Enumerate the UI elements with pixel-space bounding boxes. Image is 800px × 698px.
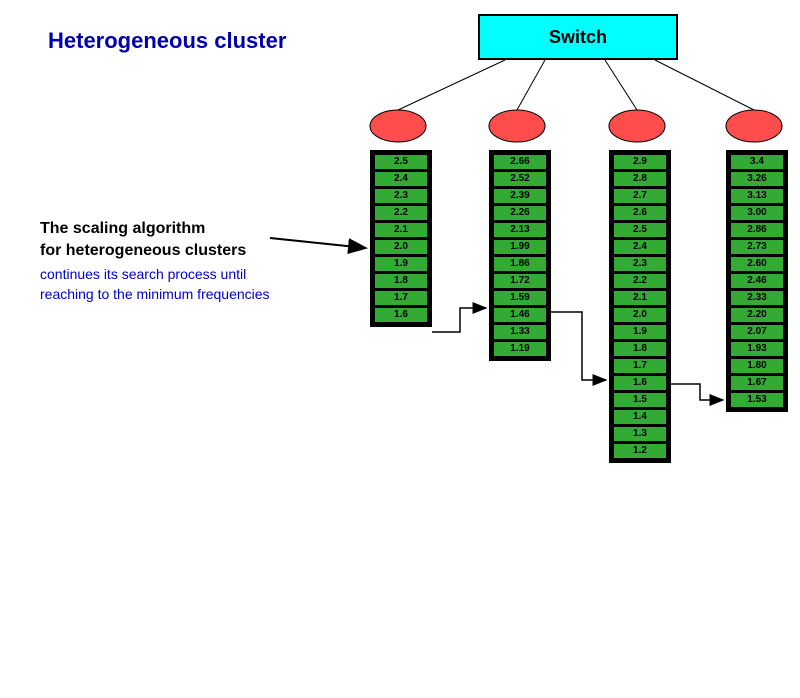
freq-cell: 1.7 — [374, 290, 428, 306]
freq-cell: 1.53 — [730, 392, 784, 408]
freq-cell: 2.5 — [374, 154, 428, 170]
freq-cell: 2.4 — [374, 171, 428, 187]
freq-cell: 1.59 — [493, 290, 547, 306]
freq-cell: 2.0 — [613, 307, 667, 323]
freq-cell: 2.1 — [613, 290, 667, 306]
freq-cell: 1.6 — [613, 375, 667, 391]
desc-line-4: reaching to the minimum frequencies — [40, 286, 270, 302]
freq-cell: 3.13 — [730, 188, 784, 204]
node-ellipse — [726, 110, 782, 142]
freq-cell: 2.73 — [730, 239, 784, 255]
freq-cell: 1.5 — [613, 392, 667, 408]
freq-cell: 2.07 — [730, 324, 784, 340]
freq-cell: 2.6 — [613, 205, 667, 221]
freq-stack-2: 2.92.82.72.62.52.42.32.22.12.01.91.81.71… — [609, 150, 671, 463]
freq-cell: 2.86 — [730, 222, 784, 238]
freq-cell: 1.86 — [493, 256, 547, 272]
switch-box: Switch — [478, 14, 678, 60]
freq-cell: 2.1 — [374, 222, 428, 238]
node-ellipse — [370, 110, 426, 142]
freq-cell: 2.26 — [493, 205, 547, 221]
freq-cell: 3.4 — [730, 154, 784, 170]
freq-cell: 1.19 — [493, 341, 547, 357]
freq-cell: 2.7 — [613, 188, 667, 204]
freq-cell: 2.4 — [613, 239, 667, 255]
freq-cell: 2.66 — [493, 154, 547, 170]
freq-cell: 2.52 — [493, 171, 547, 187]
freq-cell: 1.93 — [730, 341, 784, 357]
freq-stack-0: 2.52.42.32.22.12.01.91.81.71.6 — [370, 150, 432, 327]
freq-cell: 2.60 — [730, 256, 784, 272]
diagram-overlay — [0, 0, 800, 698]
freq-cell: 2.0 — [374, 239, 428, 255]
freq-cell: 1.7 — [613, 358, 667, 374]
desc-line-3: continues its search process until — [40, 266, 246, 282]
freq-cell: 1.2 — [613, 443, 667, 459]
freq-cell: 2.8 — [613, 171, 667, 187]
node-ellipse — [489, 110, 545, 142]
freq-cell: 2.2 — [374, 205, 428, 221]
freq-stack-1: 2.662.522.392.262.131.991.861.721.591.46… — [489, 150, 551, 361]
freq-cell: 2.2 — [613, 273, 667, 289]
freq-cell: 2.3 — [374, 188, 428, 204]
freq-cell: 2.46 — [730, 273, 784, 289]
freq-cell: 2.9 — [613, 154, 667, 170]
freq-cell: 1.46 — [493, 307, 547, 323]
freq-cell: 1.9 — [374, 256, 428, 272]
freq-cell: 2.33 — [730, 290, 784, 306]
freq-cell: 1.72 — [493, 273, 547, 289]
freq-cell: 2.13 — [493, 222, 547, 238]
freq-cell: 3.00 — [730, 205, 784, 221]
freq-cell: 2.20 — [730, 307, 784, 323]
switch-label: Switch — [549, 27, 607, 48]
freq-cell: 2.3 — [613, 256, 667, 272]
desc-line-2: for heterogeneous clusters — [40, 242, 246, 260]
freq-cell: 2.39 — [493, 188, 547, 204]
freq-cell: 1.3 — [613, 426, 667, 442]
freq-cell: 1.67 — [730, 375, 784, 391]
node-ellipse — [609, 110, 665, 142]
page-title: Heterogeneous cluster — [48, 28, 286, 54]
freq-stack-3: 3.43.263.133.002.862.732.602.462.332.202… — [726, 150, 788, 412]
freq-cell: 1.99 — [493, 239, 547, 255]
desc-line-1: The scaling algorithm — [40, 220, 205, 238]
freq-cell: 2.5 — [613, 222, 667, 238]
freq-cell: 3.26 — [730, 171, 784, 187]
freq-cell: 1.8 — [613, 341, 667, 357]
freq-cell: 1.6 — [374, 307, 428, 323]
freq-cell: 1.80 — [730, 358, 784, 374]
freq-cell: 1.33 — [493, 324, 547, 340]
freq-cell: 1.9 — [613, 324, 667, 340]
freq-cell: 1.4 — [613, 409, 667, 425]
freq-cell: 1.8 — [374, 273, 428, 289]
